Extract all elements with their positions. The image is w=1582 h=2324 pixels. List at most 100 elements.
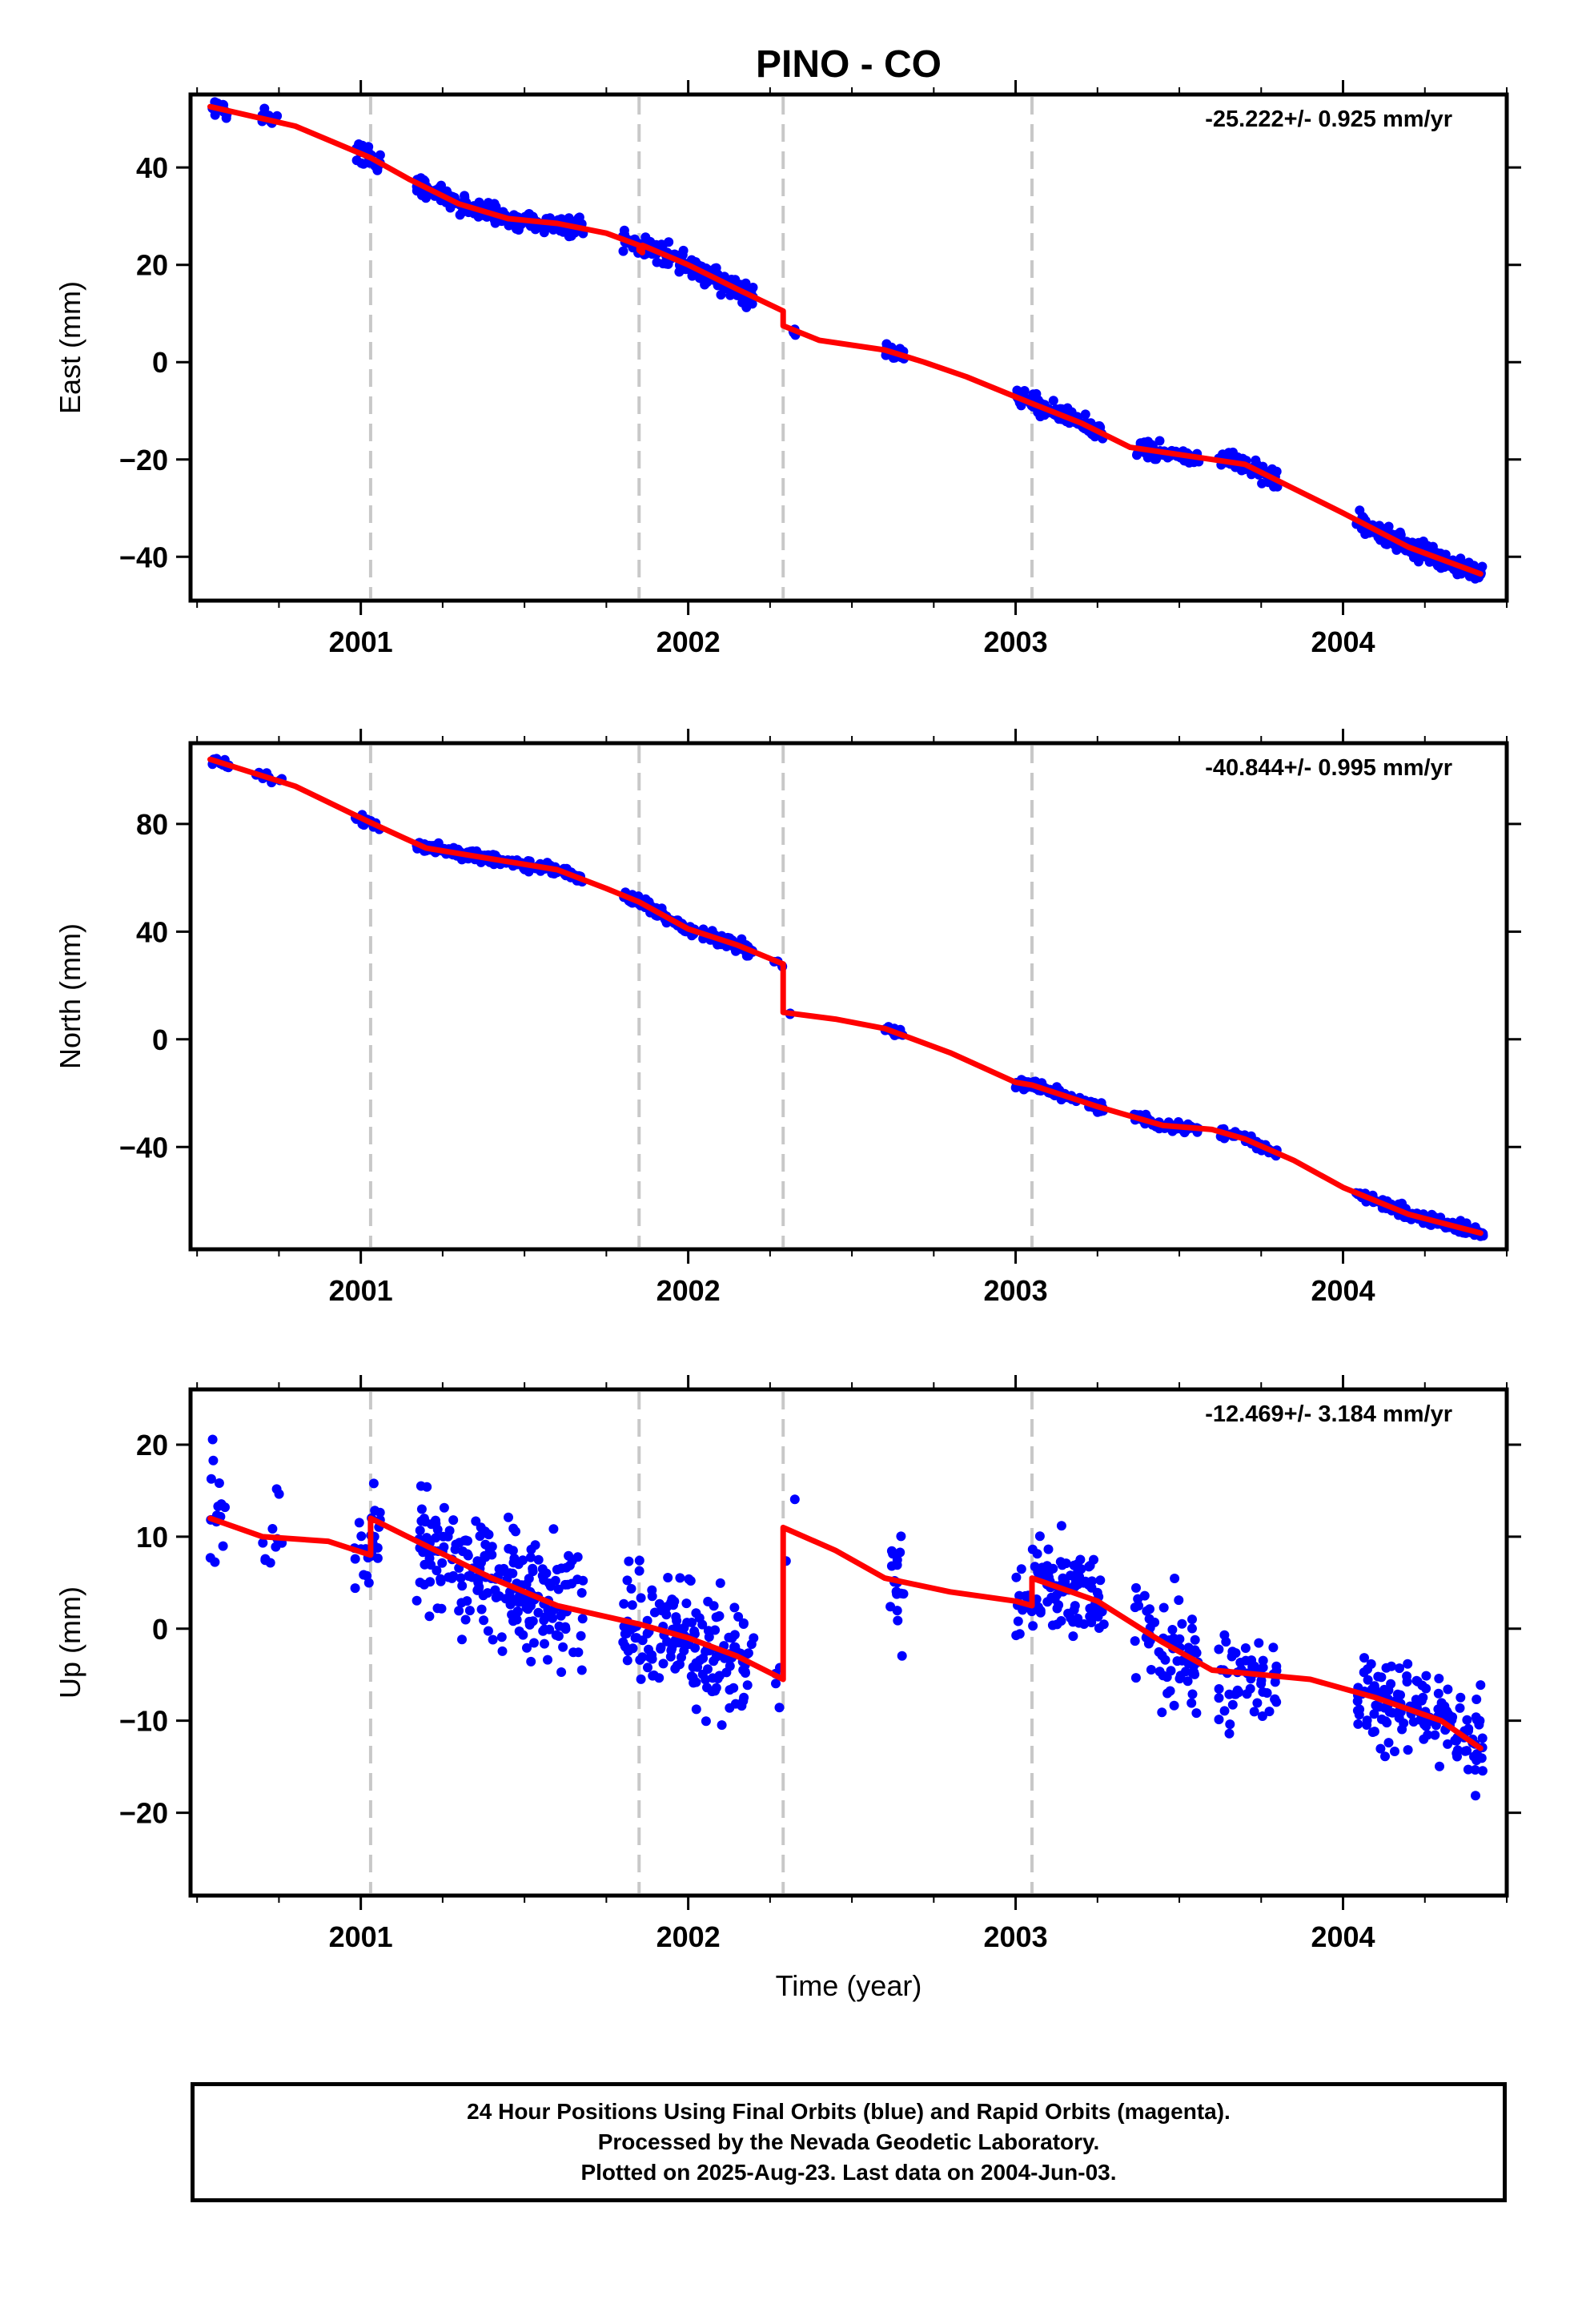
data-point-east-579 [1154,436,1165,446]
data-point-up-812 [1452,1735,1462,1746]
data-point-up-621 [1162,1672,1172,1683]
data-point-up-346 [647,1591,657,1602]
data-point-up-581 [1177,1618,1187,1629]
data-point-up-432 [739,1692,749,1703]
data-point-up-205 [556,1610,566,1621]
data-point-up-223 [464,1571,474,1581]
data-point-up-628 [1183,1642,1194,1653]
data-point-east-822 [1360,529,1371,539]
data-point-east-243 [537,223,548,234]
data-point-up-617 [1169,1700,1179,1711]
data-point-up-744 [1380,1751,1390,1762]
y-tick-label-up-1: 10 [136,1521,168,1554]
data-point-up-260 [480,1539,491,1550]
data-point-up-410 [648,1671,658,1681]
data-point-up-571 [1075,1554,1086,1565]
y-tick-label-north-0: 80 [136,808,168,841]
data-point-up-408 [711,1652,721,1662]
data-point-up-14 [258,1538,268,1548]
data-point-up-227 [513,1559,524,1570]
data-point-up-405 [620,1629,630,1639]
data-point-up-650 [1257,1711,1267,1721]
data-point-up-287 [742,1680,753,1691]
data-point-up-88 [548,1524,559,1534]
y-tick-label-up-4: −20 [119,1797,168,1830]
data-point-up-299 [691,1704,701,1715]
data-point-up-599 [1150,1617,1160,1627]
points-east [207,97,1488,584]
data-point-up-44 [350,1583,360,1594]
data-point-up-440 [774,1703,785,1713]
data-point-up-319 [669,1596,680,1606]
data-point-up-722 [1403,1745,1413,1755]
data-point-up-23 [271,1484,282,1494]
y-tick-label-up-3: −10 [119,1705,168,1738]
data-point-up-79 [448,1515,459,1526]
data-point-up-608 [1175,1671,1186,1681]
data-point-up-724 [1477,1733,1488,1743]
data-point-up-177 [538,1626,548,1636]
data-point-up-37 [363,1578,374,1588]
data-point-up-198 [436,1576,446,1586]
data-point-up-349 [663,1573,673,1582]
data-point-up-123 [415,1526,425,1536]
data-point-up-568 [1033,1567,1043,1578]
data-point-up-339 [622,1655,632,1666]
y-axis-label-up: Up (mm) [54,1586,86,1699]
data-point-up-793 [1452,1745,1463,1755]
data-point-east-488 [1080,409,1090,420]
data-point-up-28 [354,1518,364,1528]
data-point-up-434 [707,1687,717,1697]
data-point-up-429 [670,1663,681,1674]
data-point-up-390 [698,1653,709,1663]
data-point-up-249 [522,1642,532,1653]
rate-label-up: -12.469+/- 3.184 mm/yr [1205,1401,1452,1427]
data-point-up-430 [677,1652,686,1663]
data-point-up-810 [1362,1715,1372,1726]
data-point-up-426 [691,1677,701,1687]
data-point-up-257 [563,1579,572,1590]
data-point-up-535 [1034,1531,1045,1542]
data-point-up-22 [271,1542,281,1552]
data-point-up-792 [1456,1692,1466,1703]
data-point-up-179 [457,1634,467,1645]
data-point-up-202 [556,1563,567,1574]
data-point-up-684 [1225,1719,1235,1730]
data-point-up-237 [412,1595,422,1606]
data-point-up-433 [727,1633,737,1643]
data-point-up-402 [667,1643,677,1654]
data-point-up-454 [892,1606,902,1616]
data-point-up-427 [647,1650,657,1660]
data-point-up-431 [689,1626,700,1636]
data-point-up-538 [1054,1600,1064,1610]
data-point-east-636 [1142,452,1153,463]
data-point-up-766 [1470,1765,1480,1775]
data-point-up-259 [526,1656,536,1667]
data-point-up-707 [1435,1761,1444,1771]
data-point-up-801 [1397,1724,1407,1735]
y-tick-label-north-3: −40 [119,1131,168,1164]
data-point-up-414 [725,1685,735,1695]
data-point-up-315 [636,1674,646,1684]
data-point-up-610 [1130,1636,1140,1647]
data-point-up-49 [464,1606,475,1616]
data-point-up-196 [558,1642,568,1652]
data-point-up-337 [675,1573,685,1583]
y-tick-label-east-0: 40 [136,151,168,184]
data-point-east-261 [474,197,484,207]
data-point-up-210 [480,1526,490,1537]
data-point-up-580 [1187,1623,1197,1634]
data-point-up-600 [1190,1634,1200,1645]
data-point-up-265 [528,1563,538,1574]
data-point-up-247 [479,1615,489,1626]
data-point-up-770 [1462,1715,1472,1725]
points-north [207,754,1488,1241]
panel-east: 40 20 0 −20 −40 2001 2002 2003 2004 East (mm) -25.… [54,80,1521,658]
data-point-up-453 [897,1651,907,1661]
data-point-up-195 [432,1525,443,1534]
data-point-up-822 [1439,1701,1450,1711]
data-point-up-282 [636,1593,646,1603]
panel-up: 20 10 0 −10 −20 2001 2002 2003 2004 Up (mm) -12.46… [54,1375,1521,1953]
data-point-up-778 [1475,1715,1485,1726]
data-point-up-558 [1069,1560,1079,1570]
